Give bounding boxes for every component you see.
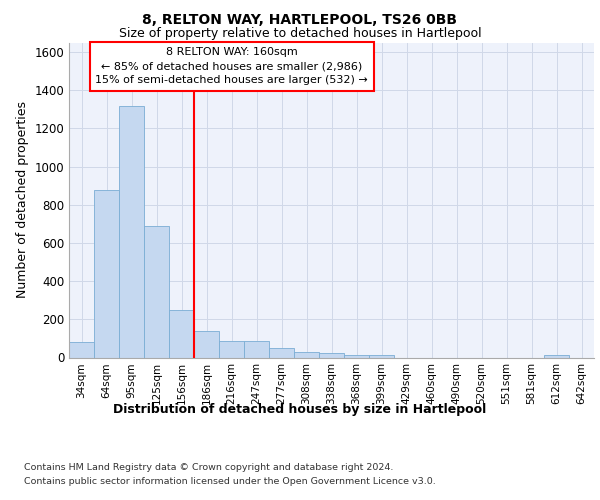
- Text: 8 RELTON WAY: 160sqm
← 85% of detached houses are smaller (2,986)
15% of semi-de: 8 RELTON WAY: 160sqm ← 85% of detached h…: [95, 47, 368, 85]
- Text: Contains public sector information licensed under the Open Government Licence v3: Contains public sector information licen…: [24, 478, 436, 486]
- Bar: [144, 226, 169, 358]
- Y-axis label: Number of detached properties: Number of detached properties: [16, 102, 29, 298]
- Bar: [369, 354, 394, 358]
- Text: 8, RELTON WAY, HARTLEPOOL, TS26 0BB: 8, RELTON WAY, HARTLEPOOL, TS26 0BB: [143, 12, 458, 26]
- Bar: [294, 352, 319, 358]
- Text: Size of property relative to detached houses in Hartlepool: Size of property relative to detached ho…: [119, 28, 481, 40]
- Bar: [194, 331, 219, 357]
- Bar: [94, 190, 119, 358]
- Bar: [219, 342, 244, 357]
- Bar: [119, 106, 144, 358]
- Bar: [319, 352, 344, 358]
- Text: Distribution of detached houses by size in Hartlepool: Distribution of detached houses by size …: [113, 402, 487, 415]
- Bar: [244, 342, 269, 357]
- Bar: [544, 354, 569, 358]
- Bar: [69, 342, 94, 357]
- Bar: [344, 354, 369, 358]
- Bar: [169, 310, 194, 358]
- Bar: [269, 348, 294, 358]
- Text: Contains HM Land Registry data © Crown copyright and database right 2024.: Contains HM Land Registry data © Crown c…: [24, 462, 394, 471]
